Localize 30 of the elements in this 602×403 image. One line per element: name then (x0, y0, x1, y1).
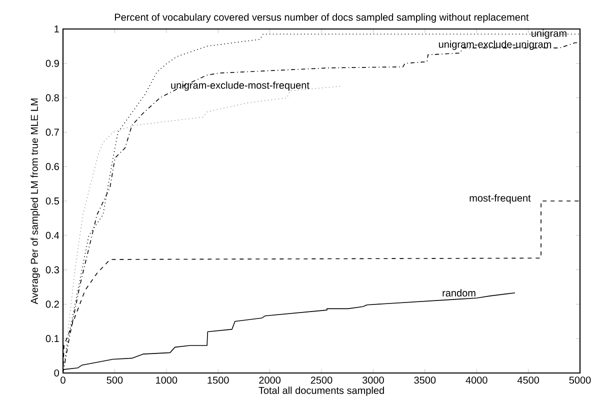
x-tick-label: 4000 (466, 376, 488, 384)
series-label: unigram-exclude-most-frequent (171, 81, 310, 91)
x-tick-label: 1500 (208, 376, 229, 384)
y-tick-label: 0.3 (46, 266, 59, 274)
x-tick-label: 2000 (259, 376, 281, 384)
x-tick-label: 0 (60, 376, 66, 384)
y-tick-label: 0.4 (46, 232, 60, 239)
x-tick-label: 2500 (310, 376, 332, 384)
y-axis-title: Average Per of sampled LM from true MLE LM (30, 98, 40, 304)
series-label: unigram-exclude-unigram (438, 40, 552, 50)
x-tick-label: 4500 (517, 376, 540, 384)
y-tick-label: 0.7 (46, 128, 59, 136)
x-tick-label: 3000 (362, 376, 384, 384)
y-tick-label: 0 (54, 369, 60, 377)
series-label: most-frequent (470, 194, 531, 204)
y-tick-label: 0.1 (46, 335, 59, 342)
y-tick-label: 0.8 (46, 94, 59, 102)
series-label: unigram (532, 30, 566, 39)
x-axis-title: Total all documents sampled (258, 386, 384, 396)
x-tick-label: 3500 (414, 376, 436, 384)
y-tick-label: 0.6 (46, 163, 59, 170)
x-tick-label: 5000 (569, 376, 591, 384)
x-tick-label: 1000 (156, 376, 178, 384)
y-tick-label: 0.9 (46, 60, 59, 67)
y-tick-label: 0.2 (46, 300, 59, 308)
y-tick-label: 0.5 (46, 197, 59, 205)
series-label: random (442, 289, 476, 297)
chart-title: Percent of vocabulary covered versus number of docs sampled sampling without replacement (114, 13, 529, 23)
x-tick-label: 500 (106, 376, 123, 384)
y-tick-label: 1 (54, 26, 59, 32)
